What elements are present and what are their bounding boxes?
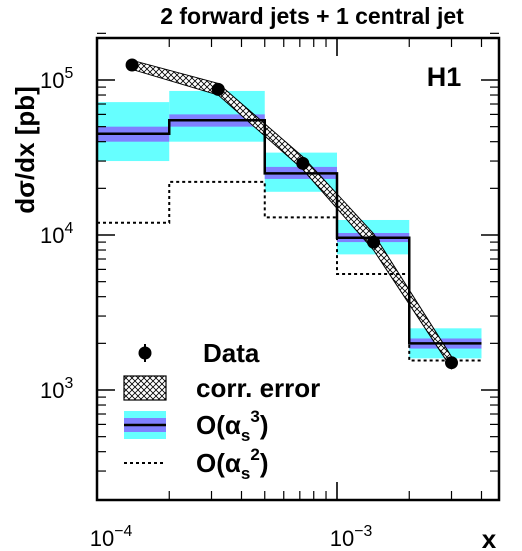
legend-data-marker [138,346,152,360]
legend-text-2: O(αs3) [196,407,268,445]
experiment-label: H1 [427,62,462,92]
y-tick-label-0: 103 [40,375,73,403]
legend-text-3: O(αs2) [196,445,268,483]
legend-corr-error-swatch [123,375,167,401]
data-point-1 [211,82,225,96]
chart-title: 2 forward jets + 1 central jet [160,3,464,29]
y-tick-label-1: 104 [40,220,73,248]
data-point-4 [445,356,459,370]
data-point-0 [125,58,139,72]
legend-text-0: Data [203,338,260,368]
x-axis-label: x [482,524,497,551]
data-point-2 [296,156,310,170]
x-tick-label-1: 10−3 [330,523,373,551]
x-tick-label-0: 10−4 [90,523,133,551]
y-tick-label-2: 105 [40,65,73,93]
legend-text-1: corr. error [196,373,320,403]
nlo-histogram [97,118,482,345]
y-axis-label: dσ/dx [pb] [10,86,40,214]
data-point-3 [367,235,381,249]
